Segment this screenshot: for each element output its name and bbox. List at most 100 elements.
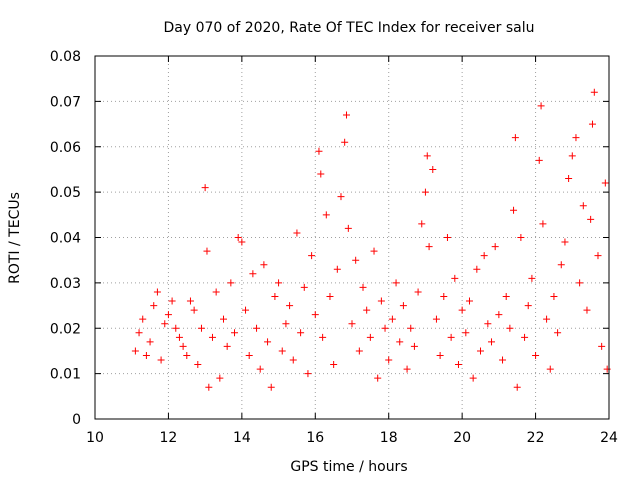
data-point xyxy=(594,252,602,260)
data-point xyxy=(212,288,220,296)
data-point xyxy=(203,247,211,255)
data-point xyxy=(330,361,338,369)
data-point xyxy=(374,374,382,382)
data-point xyxy=(499,356,507,364)
plot-frame xyxy=(94,55,610,420)
data-point xyxy=(510,206,518,214)
data-point xyxy=(465,297,473,305)
y-tick-label: 0.05 xyxy=(50,185,81,201)
data-point xyxy=(511,134,519,142)
data-point xyxy=(319,333,327,341)
data-point xyxy=(524,302,532,310)
data-point xyxy=(565,175,573,183)
data-point xyxy=(381,324,389,332)
data-point xyxy=(245,351,253,359)
data-point xyxy=(546,365,554,373)
data-point xyxy=(491,243,499,251)
data-point xyxy=(588,120,596,128)
data-point xyxy=(583,306,591,314)
data-point xyxy=(315,147,323,155)
data-point xyxy=(480,252,488,260)
data-point xyxy=(231,329,239,337)
data-point xyxy=(220,315,227,323)
data-point xyxy=(506,324,514,332)
data-point xyxy=(153,288,161,296)
data-point xyxy=(407,324,415,332)
x-tick-label: 24 xyxy=(600,430,618,446)
data-point xyxy=(370,247,378,255)
x-tick-label: 22 xyxy=(527,430,545,446)
data-point xyxy=(183,351,191,359)
axis-ticks: 10 12 14 16 18 20 22 24 0 0.01 0.02 0.03 0.04 0.05 0.0… xyxy=(50,49,618,446)
data-point xyxy=(421,188,429,196)
data-point xyxy=(161,320,169,328)
data-point xyxy=(355,347,363,355)
data-point xyxy=(186,297,194,305)
y-tick-label: 0 xyxy=(72,412,81,428)
data-point xyxy=(208,333,216,341)
data-point xyxy=(423,152,431,160)
data-point xyxy=(300,283,308,291)
data-point xyxy=(579,202,587,210)
data-point xyxy=(317,170,325,178)
data-point xyxy=(388,315,396,323)
data-point xyxy=(451,274,459,282)
data-point xyxy=(447,333,455,341)
data-point xyxy=(554,329,562,337)
data-point xyxy=(458,306,466,314)
data-point xyxy=(341,138,349,146)
data-point xyxy=(532,351,540,359)
data-point xyxy=(249,270,257,278)
data-point xyxy=(271,292,279,300)
data-point xyxy=(308,252,316,260)
y-tick-label: 0.01 xyxy=(50,367,81,383)
data-point xyxy=(286,302,294,310)
x-tick-label: 14 xyxy=(233,430,251,446)
data-point xyxy=(502,292,510,300)
data-point xyxy=(201,184,209,192)
data-point xyxy=(436,351,444,359)
data-point xyxy=(333,265,341,273)
data-point xyxy=(484,320,492,328)
data-point xyxy=(344,224,352,232)
data-point xyxy=(410,342,418,350)
data-point xyxy=(172,324,180,332)
data-point xyxy=(142,351,150,359)
data-point xyxy=(363,306,371,314)
data-point xyxy=(517,234,525,241)
data-point xyxy=(601,179,609,187)
data-point xyxy=(139,315,147,323)
data-point xyxy=(414,288,422,296)
data-point xyxy=(135,329,143,337)
x-tick-label: 20 xyxy=(453,430,471,446)
data-point xyxy=(223,342,231,350)
data-point xyxy=(238,238,246,246)
data-point xyxy=(399,302,407,310)
data-point xyxy=(521,333,529,341)
data-point xyxy=(150,302,158,310)
data-point xyxy=(418,220,426,228)
data-point xyxy=(289,356,297,364)
data-point xyxy=(267,383,275,391)
data-point xyxy=(403,365,411,373)
data-point xyxy=(197,324,205,332)
data-point xyxy=(293,229,301,237)
data-point xyxy=(179,342,187,350)
data-point xyxy=(282,320,290,328)
data-point xyxy=(253,324,261,332)
data-point xyxy=(194,361,202,369)
data-point xyxy=(157,356,165,364)
data-point xyxy=(425,243,433,251)
data-point xyxy=(352,256,360,264)
data-point xyxy=(568,152,576,160)
data-point xyxy=(131,347,139,355)
data-point xyxy=(495,311,503,319)
data-point xyxy=(576,279,584,287)
chart-title: Day 070 of 2020, Rate Of TEC Index for r… xyxy=(163,20,534,36)
data-point xyxy=(572,134,580,142)
y-tick-label: 0.08 xyxy=(50,49,81,65)
data-point xyxy=(440,292,448,300)
data-point xyxy=(146,338,154,346)
data-point xyxy=(337,193,345,201)
data-point xyxy=(168,297,176,305)
